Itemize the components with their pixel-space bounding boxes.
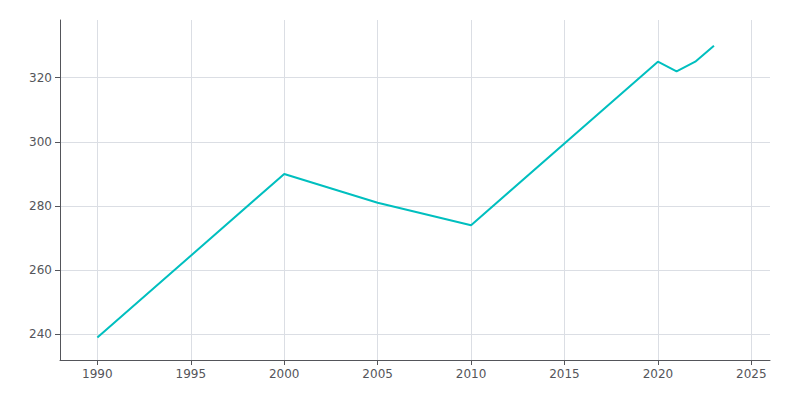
svg-text:2020: 2020 <box>643 367 674 381</box>
svg-text:2000: 2000 <box>269 367 300 381</box>
svg-text:2010: 2010 <box>456 367 487 381</box>
svg-text:1990: 1990 <box>82 367 113 381</box>
svg-text:320: 320 <box>29 71 52 85</box>
svg-text:300: 300 <box>29 135 52 149</box>
svg-text:260: 260 <box>29 263 52 277</box>
svg-text:2015: 2015 <box>549 367 580 381</box>
svg-text:2005: 2005 <box>362 367 393 381</box>
svg-text:1995: 1995 <box>176 367 207 381</box>
svg-text:2025: 2025 <box>736 367 767 381</box>
svg-text:280: 280 <box>29 199 52 213</box>
svg-text:240: 240 <box>29 327 52 341</box>
